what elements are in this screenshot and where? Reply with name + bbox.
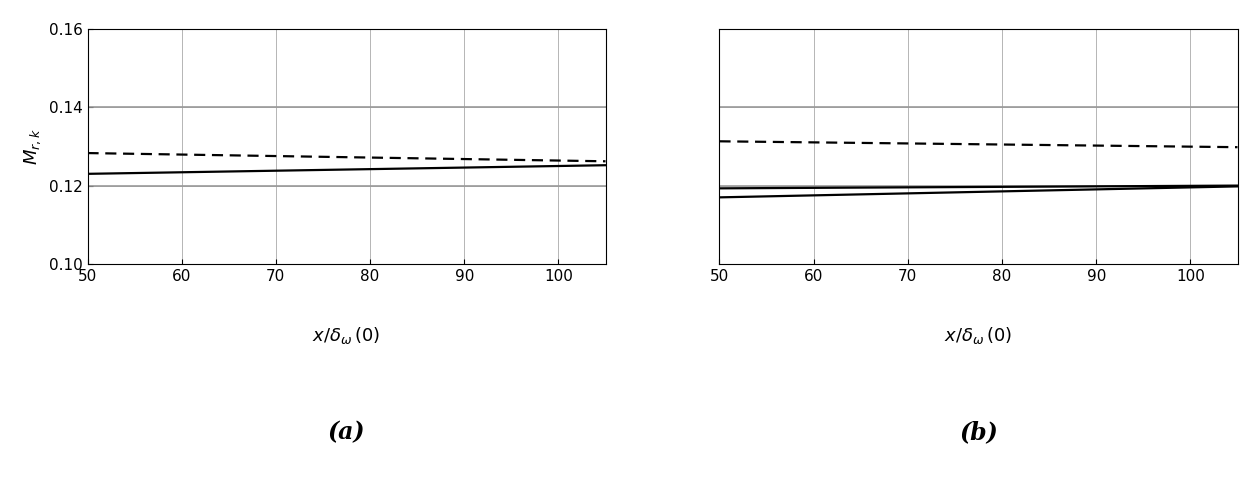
Text: $x/\delta_{\omega}\,(0)$: $x/\delta_{\omega}\,(0)$ — [945, 325, 1012, 347]
Text: (b): (b) — [959, 420, 998, 444]
Text: $x/\delta_{\omega}\,(0)$: $x/\delta_{\omega}\,(0)$ — [312, 325, 380, 347]
Y-axis label: $M_{r,k}$: $M_{r,k}$ — [22, 128, 44, 165]
Text: (a): (a) — [328, 420, 365, 444]
